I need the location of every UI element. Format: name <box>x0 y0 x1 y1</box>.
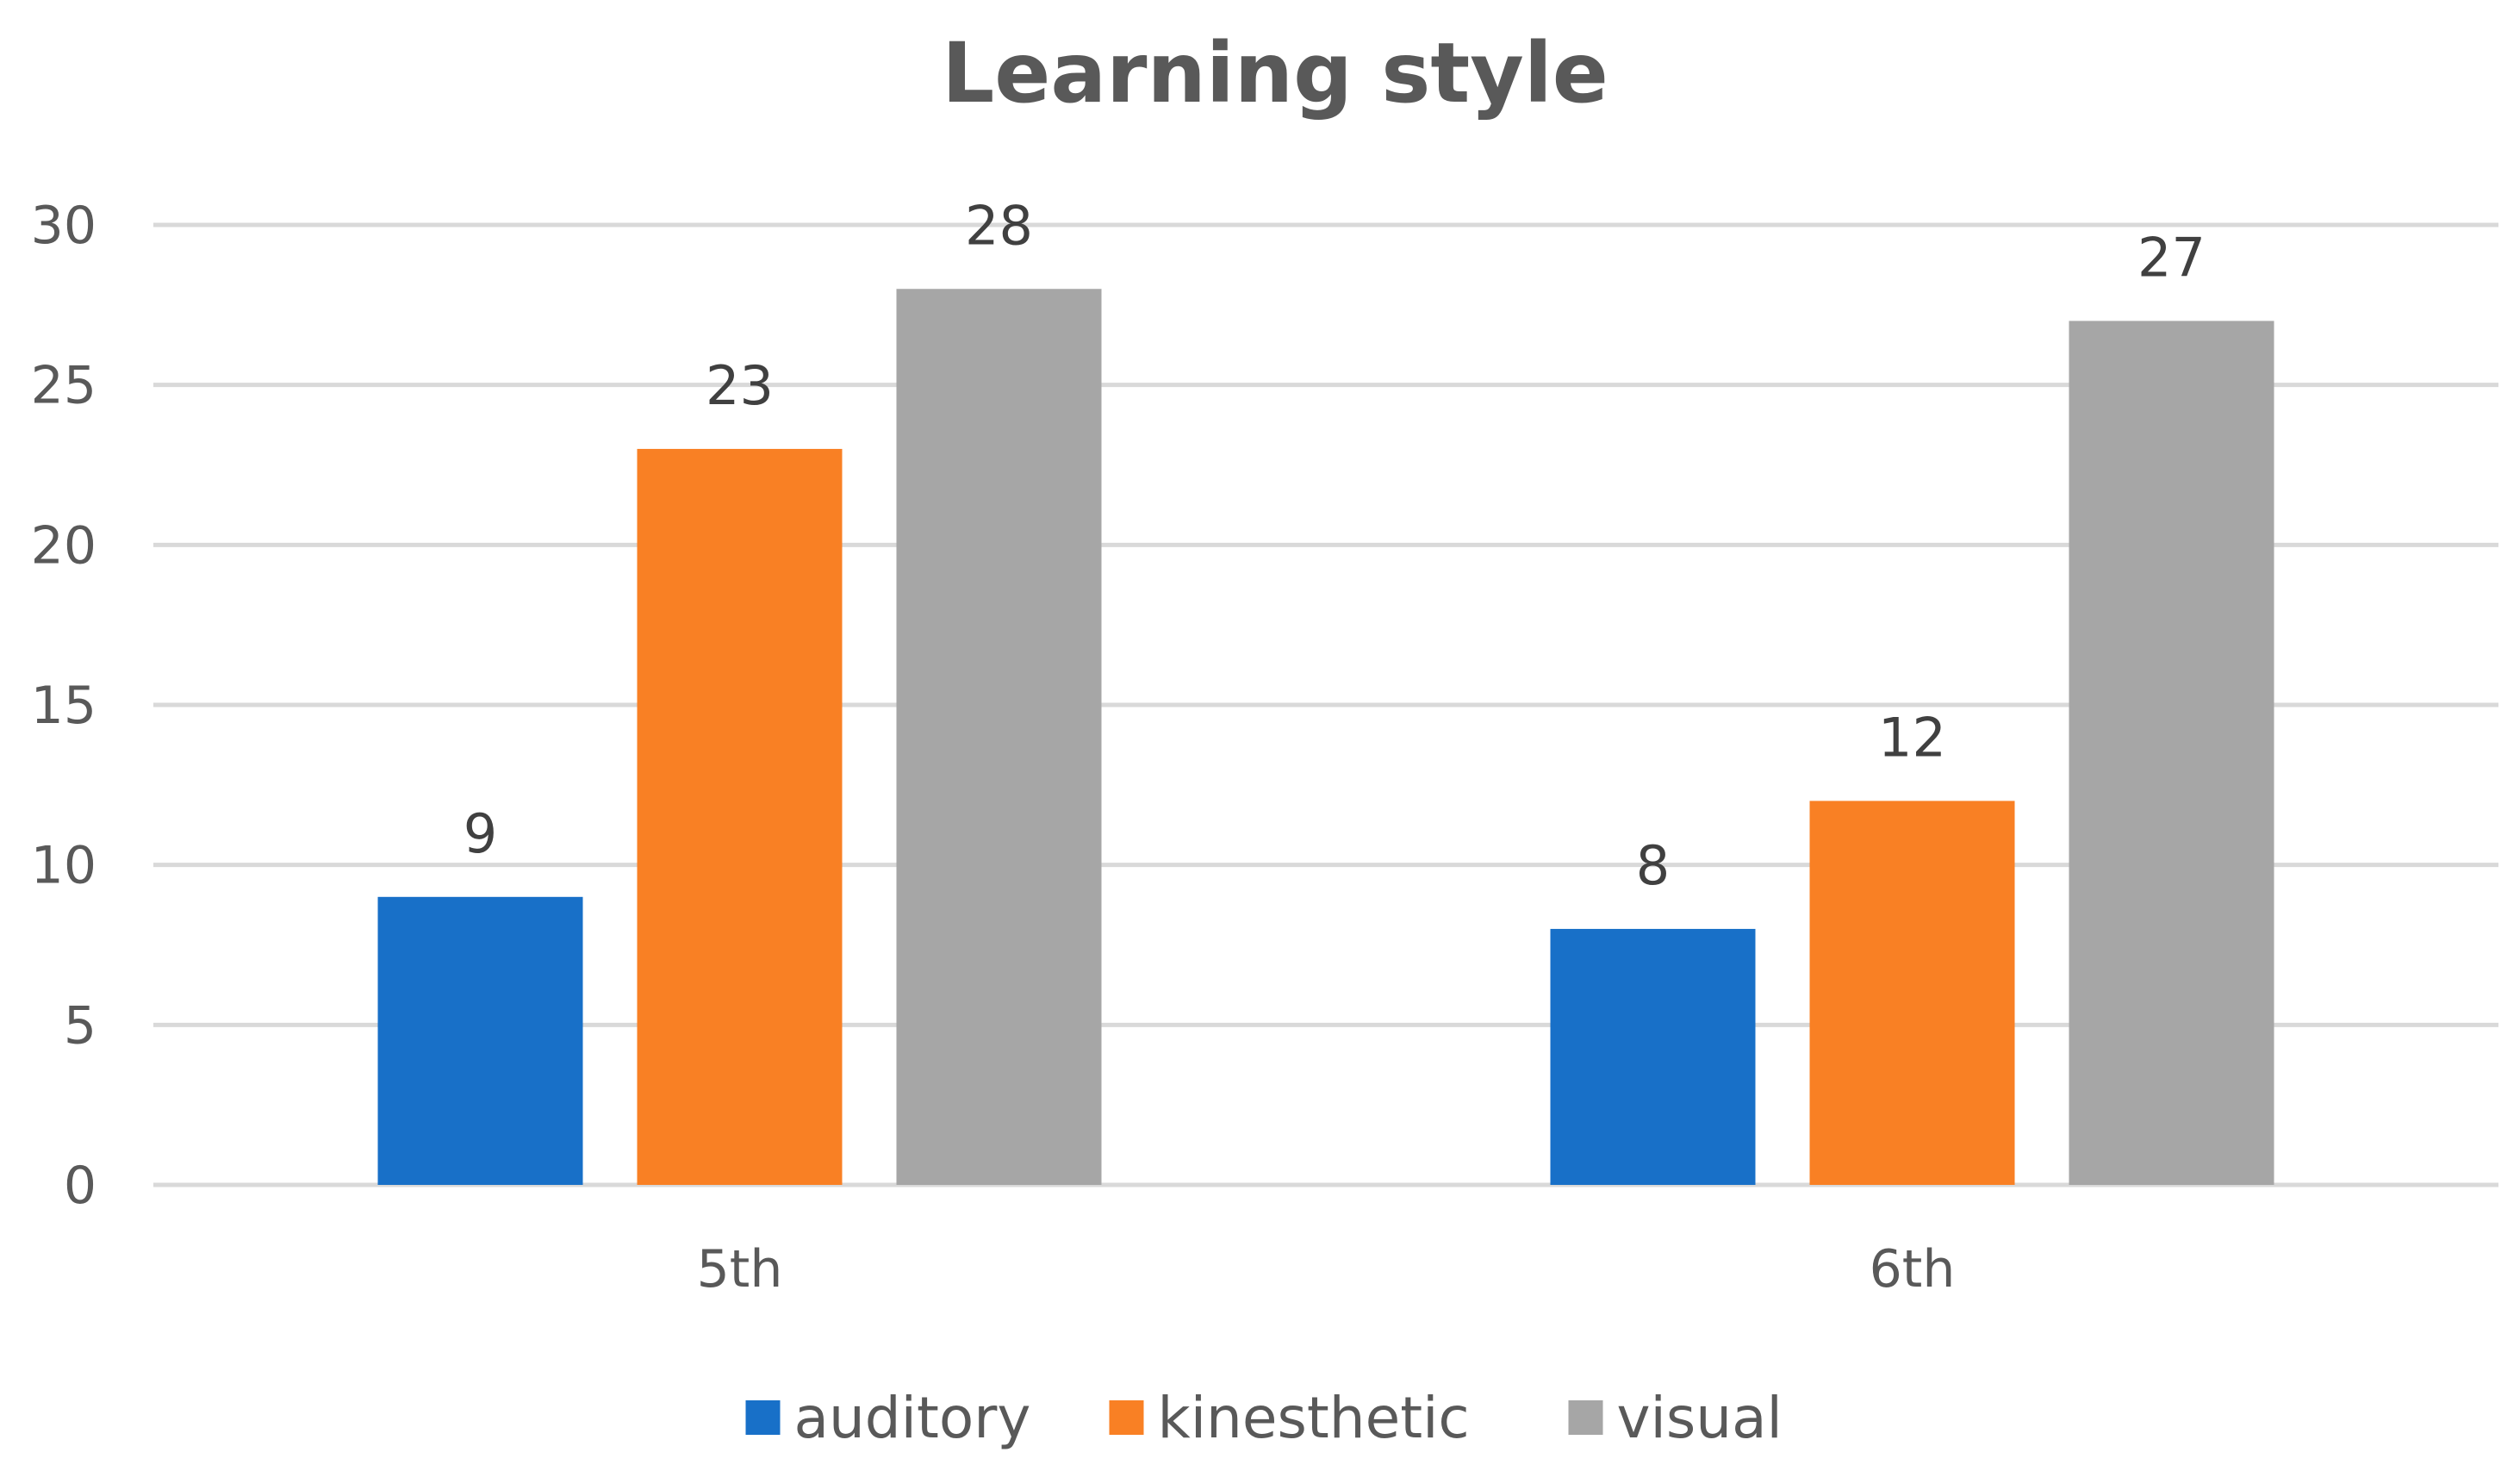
x-category-label: 5th <box>697 1239 783 1300</box>
data-label-kinesthetic-5th: 23 <box>706 354 774 417</box>
bar-visual-6th <box>2069 321 2274 1185</box>
y-tick-label: 25 <box>31 356 96 416</box>
data-label-visual-5th: 28 <box>965 194 1033 257</box>
data-label-kinesthetic-6th: 12 <box>1878 706 1946 769</box>
legend-item-auditory: auditory <box>745 1385 1031 1451</box>
legend-label: visual <box>1617 1385 1783 1451</box>
legend-label: kinesthetic <box>1158 1385 1470 1451</box>
chart-title: Learning style <box>942 25 1608 122</box>
data-label-auditory-6th: 8 <box>1636 834 1670 897</box>
legend-item-kinesthetic: kinesthetic <box>1109 1385 1470 1451</box>
y-tick-label: 10 <box>31 836 96 896</box>
y-tick-label: 15 <box>31 676 96 736</box>
legend: auditory kinesthetic visual <box>745 1385 1783 1451</box>
y-axis-ticks: 0 5 10 15 20 25 30 <box>31 196 96 1216</box>
legend-label: auditory <box>794 1385 1031 1451</box>
x-axis-categories: 5th 6th <box>697 1239 1956 1300</box>
x-category-label: 6th <box>1870 1239 1956 1300</box>
bar-kinesthetic-5th <box>637 448 843 1185</box>
data-label-auditory-5th: 9 <box>464 802 497 865</box>
legend-item-visual: visual <box>1568 1385 1783 1451</box>
bars <box>377 289 2274 1186</box>
data-labels: 9 23 28 8 12 27 <box>464 194 2206 897</box>
y-tick-label: 0 <box>64 1156 96 1216</box>
y-tick-label: 5 <box>64 995 96 1056</box>
bar-auditory-5th <box>377 896 583 1185</box>
bar-auditory-6th <box>1550 928 1756 1185</box>
bar-kinesthetic-6th <box>1809 801 2015 1185</box>
legend-swatch <box>1568 1400 1603 1435</box>
bar-visual-5th <box>896 289 1102 1186</box>
legend-swatch <box>745 1400 781 1435</box>
legend-swatch <box>1109 1400 1144 1435</box>
data-label-visual-6th: 27 <box>2137 226 2206 289</box>
y-tick-label: 30 <box>31 196 96 256</box>
y-tick-label: 20 <box>31 515 96 576</box>
